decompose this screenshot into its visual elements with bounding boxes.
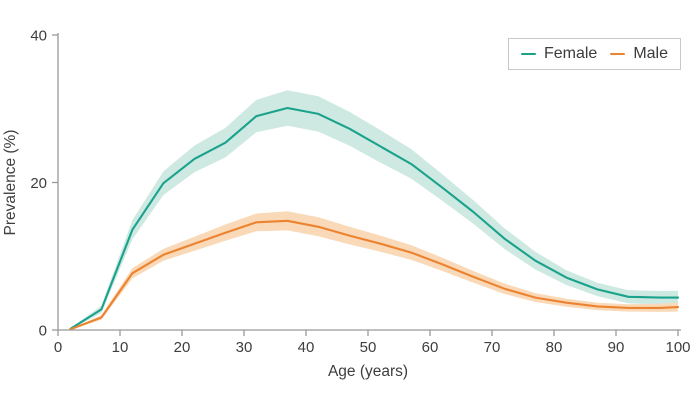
x-tick-label: 20 bbox=[174, 339, 191, 356]
x-tick-label: 80 bbox=[546, 339, 563, 356]
legend: Female Male bbox=[508, 38, 681, 70]
male-line bbox=[69, 219, 680, 331]
x-tick-label: 60 bbox=[422, 339, 439, 356]
male-confidence-band bbox=[70, 211, 678, 330]
female-confidence-band bbox=[70, 90, 678, 330]
male-line-swatch bbox=[610, 52, 626, 56]
x-axis-title: Age (years) bbox=[328, 363, 408, 380]
x-tick-label: 90 bbox=[608, 339, 625, 356]
y-tick-label: 40 bbox=[30, 28, 47, 45]
female-line-swatch bbox=[520, 52, 536, 56]
y-tick-label: 0 bbox=[39, 323, 47, 340]
x-tick-label: 40 bbox=[298, 339, 315, 356]
legend-item-male: Male bbox=[610, 45, 668, 63]
x-tick-label: 30 bbox=[236, 339, 253, 356]
legend-item-female: Female bbox=[520, 45, 598, 63]
y-axis-title: Prevalence (%) bbox=[2, 130, 19, 236]
female-line bbox=[69, 106, 680, 330]
x-tick-label: 100 bbox=[665, 339, 690, 356]
legend-label-female: Female bbox=[543, 45, 598, 62]
y-tick-label: 20 bbox=[30, 175, 47, 192]
x-tick-label: 10 bbox=[112, 339, 129, 356]
x-tick-label: 0 bbox=[54, 339, 62, 356]
x-tick-label: 50 bbox=[360, 339, 377, 356]
x-tick-label: 70 bbox=[484, 339, 501, 356]
legend-label-male: Male bbox=[633, 45, 669, 62]
